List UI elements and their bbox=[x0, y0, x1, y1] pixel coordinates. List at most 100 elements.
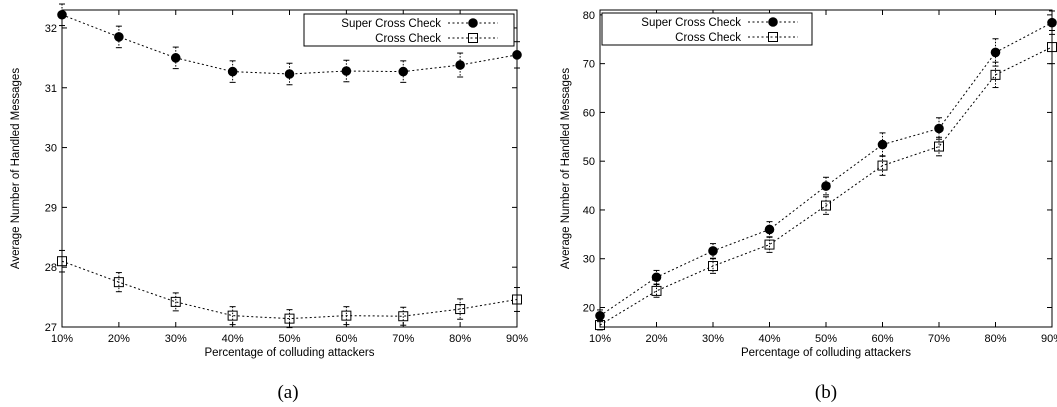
y-axis-label: Average Number of Handled Messages bbox=[10, 68, 22, 269]
data-point-cross-check bbox=[284, 313, 295, 324]
legend-label-super-cross-check: Super Cross Check bbox=[341, 18, 441, 30]
series-layer bbox=[57, 3, 522, 329]
x-tick-label: 50% bbox=[815, 333, 837, 345]
x-tick-label: 70% bbox=[392, 333, 414, 345]
x-tick-label: 60% bbox=[335, 333, 357, 345]
data-point-cross-check bbox=[57, 256, 67, 267]
data-point-cross-check bbox=[877, 160, 888, 171]
series-layer bbox=[595, 10, 1057, 331]
x-tick-label: 50% bbox=[278, 333, 300, 345]
data-point-cross-check bbox=[990, 69, 1001, 80]
data-point-super-cross-check bbox=[821, 181, 831, 191]
x-tick-label: 10% bbox=[589, 333, 611, 345]
legend-swatches bbox=[448, 18, 498, 43]
data-point-super-cross-check bbox=[934, 123, 944, 134]
data-point-cross-check bbox=[651, 285, 662, 296]
data-point-cross-check bbox=[455, 304, 466, 315]
legend-marker-cross-check bbox=[768, 32, 778, 42]
panel-caption-a: (a) bbox=[277, 382, 298, 403]
data-point-cross-check bbox=[227, 310, 238, 321]
y-tick-label: 30 bbox=[45, 143, 57, 155]
x-tick-label: 20% bbox=[108, 333, 130, 345]
data-point-cross-check bbox=[821, 200, 831, 211]
data-point-cross-check bbox=[512, 294, 522, 305]
legend: Super Cross Check Cross Check bbox=[303, 13, 515, 47]
data-point-cross-check bbox=[341, 310, 352, 321]
x-tick-label: 70% bbox=[928, 333, 950, 345]
x-tick-label: 80% bbox=[984, 333, 1006, 345]
x-tick-label: 40% bbox=[758, 333, 780, 345]
y-tick-label: 30 bbox=[583, 254, 595, 266]
data-point-super-cross-check bbox=[990, 47, 1001, 58]
x-tick-label: 20% bbox=[645, 333, 667, 345]
x-tick-label: 60% bbox=[871, 333, 893, 345]
x-tick-label: 90% bbox=[1041, 333, 1057, 345]
data-point-cross-check bbox=[764, 239, 775, 250]
data-point-super-cross-check bbox=[284, 69, 295, 79]
y-axis-label: Average Number of Handled Messages bbox=[560, 68, 572, 269]
y-tick-label: 70 bbox=[583, 59, 595, 71]
data-point-super-cross-check bbox=[114, 32, 124, 42]
panel-caption-b: (b) bbox=[815, 382, 837, 403]
y-ticks: 27 28 29 30 31 32 bbox=[45, 23, 517, 334]
y-tick-label: 80 bbox=[583, 10, 595, 22]
legend-marker-super-cross-check bbox=[468, 18, 478, 28]
legend-marker-cross-check bbox=[468, 33, 478, 43]
y-ticks: 20 30 40 50 60 70 80 bbox=[583, 10, 1052, 314]
series-line-cross-check bbox=[599, 46, 1053, 326]
chart-panel-a: 27 28 29 30 31 32 10% 20% 30% 40% 50% 60% 70% 80% 90%… bbox=[10, 3, 528, 403]
series-line-super-cross-check bbox=[599, 22, 1053, 317]
data-point-cross-check bbox=[708, 261, 718, 272]
data-point-super-cross-check bbox=[170, 53, 181, 63]
x-tick-label: 30% bbox=[165, 333, 187, 345]
data-point-super-cross-check bbox=[764, 224, 775, 235]
y-tick-label: 31 bbox=[45, 83, 57, 95]
x-ticks: 10% 20% 30% 40% 50% 60% 70% 80% 90% bbox=[51, 10, 528, 345]
plot-frame bbox=[599, 9, 1053, 328]
data-point-super-cross-check bbox=[455, 60, 465, 70]
y-tick-label: 40 bbox=[583, 205, 595, 217]
y-tick-label: 28 bbox=[45, 262, 57, 274]
data-point-super-cross-check bbox=[1047, 17, 1057, 28]
y-tick-label: 27 bbox=[45, 322, 57, 334]
data-point-super-cross-check bbox=[341, 66, 352, 76]
legend-swatches bbox=[748, 17, 798, 42]
data-point-super-cross-check bbox=[708, 246, 718, 256]
data-point-cross-check bbox=[595, 320, 605, 331]
data-point-cross-check bbox=[934, 141, 944, 152]
y-tick-label: 60 bbox=[583, 107, 595, 119]
data-point-super-cross-check bbox=[595, 310, 605, 321]
data-point-cross-check bbox=[398, 311, 409, 322]
x-ticks: 10% 20% 30% 40% 50% 60% 70% 80% 90% bbox=[589, 10, 1057, 345]
y-tick-label: 32 bbox=[45, 23, 57, 35]
x-axis-label: Percentage of colluding attackers bbox=[741, 347, 911, 359]
legend-marker-super-cross-check bbox=[768, 17, 778, 27]
series-line-super-cross-check bbox=[61, 14, 518, 75]
data-point-super-cross-check bbox=[398, 66, 409, 77]
plot-frame bbox=[61, 9, 518, 328]
y-tick-label: 20 bbox=[583, 302, 595, 314]
legend-box bbox=[303, 13, 515, 47]
data-point-cross-check bbox=[170, 296, 181, 307]
data-point-cross-check bbox=[113, 277, 124, 288]
series-line-cross-check bbox=[61, 260, 518, 320]
legend-label-super-cross-check: Super Cross Check bbox=[641, 17, 741, 29]
x-tick-label: 30% bbox=[702, 333, 724, 345]
x-tick-label: 40% bbox=[222, 333, 244, 345]
x-axis-label: Percentage of colluding attackers bbox=[204, 347, 374, 359]
legend-label-cross-check: Cross Check bbox=[675, 32, 741, 44]
legend-label-cross-check: Cross Check bbox=[375, 33, 441, 45]
data-point-super-cross-check bbox=[227, 66, 238, 77]
data-point-super-cross-check bbox=[651, 272, 662, 283]
x-tick-label: 90% bbox=[506, 333, 528, 345]
data-point-super-cross-check bbox=[877, 139, 888, 150]
y-tick-label: 50 bbox=[583, 156, 595, 168]
data-point-super-cross-check bbox=[512, 50, 522, 60]
x-tick-label: 80% bbox=[449, 333, 471, 345]
chart-panel-b: 20 30 40 50 60 70 80 10% 20% 30% 40% 50% 60% 70% 80% 9… bbox=[560, 9, 1057, 403]
y-tick-label: 29 bbox=[45, 202, 57, 214]
data-point-super-cross-check bbox=[57, 9, 67, 20]
x-tick-label: 10% bbox=[51, 333, 73, 345]
legend: Super Cross Check Cross Check bbox=[601, 12, 813, 46]
